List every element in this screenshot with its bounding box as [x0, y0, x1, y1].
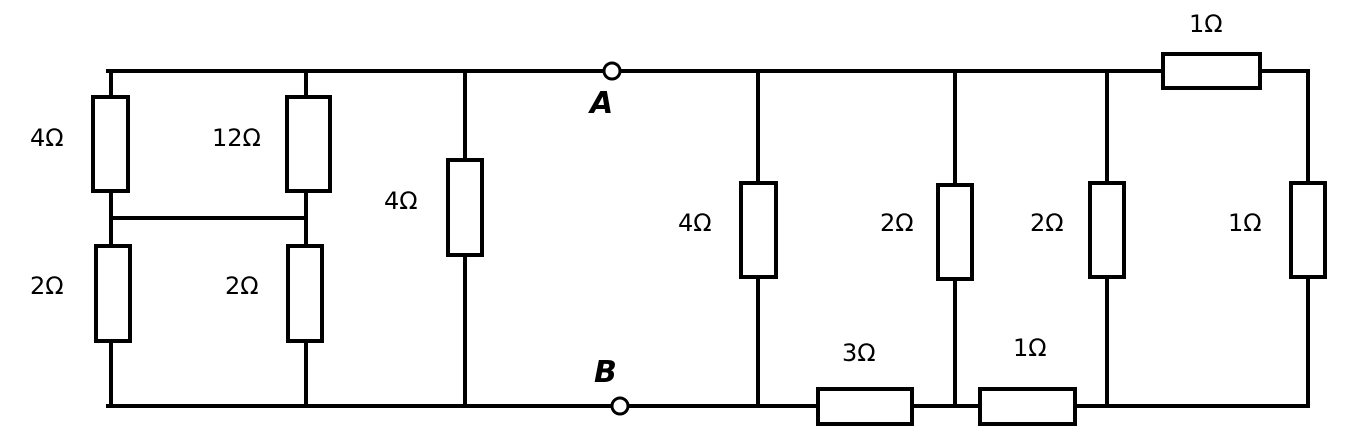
resistor-vert-c: [936, 183, 974, 281]
resistor-ab-right-label: 4Ω: [678, 209, 712, 237]
resistor-ab-right: [739, 181, 778, 279]
resistor-vert-d-label: 2Ω: [1030, 209, 1064, 237]
resistor-top-right-label: 1Ω: [1189, 10, 1223, 38]
resistor-mid-bottom-label: 2Ω: [225, 272, 259, 300]
resistors: [91, 52, 1327, 426]
terminal-a-node: [602, 61, 622, 81]
resistor-left-bottom-label: 2Ω: [30, 272, 64, 300]
resistor-mid-top-label: 12Ω: [212, 124, 261, 152]
resistor-bottom-a: [816, 387, 914, 426]
resistor-left-top-label: 4Ω: [30, 124, 64, 152]
resistor-bottom-b-label: 1Ω: [1013, 334, 1047, 362]
resistor-mid-bottom: [286, 244, 324, 343]
resistor-bottom-a-label: 3Ω: [842, 339, 876, 367]
resistor-ab-left-label: 4Ω: [384, 187, 418, 215]
wires: [106, 69, 1310, 408]
resistor-left-top: [91, 95, 130, 193]
resistor-vert-d: [1088, 181, 1126, 279]
resistor-mid-top: [285, 95, 332, 193]
resistor-bottom-b: [978, 387, 1077, 426]
resistor-left-bottom: [94, 244, 132, 343]
terminal-b-label: B: [594, 355, 617, 390]
resistor-vert-e-label: 1Ω: [1228, 209, 1262, 237]
resistor-vert-e: [1289, 181, 1327, 279]
resistor-top-right: [1161, 52, 1262, 90]
resistor-ab-left: [446, 158, 484, 257]
terminal-b-node: [610, 396, 630, 416]
resistor-vert-c-label: 2Ω: [880, 209, 914, 237]
terminal-a-label: A: [588, 86, 613, 121]
